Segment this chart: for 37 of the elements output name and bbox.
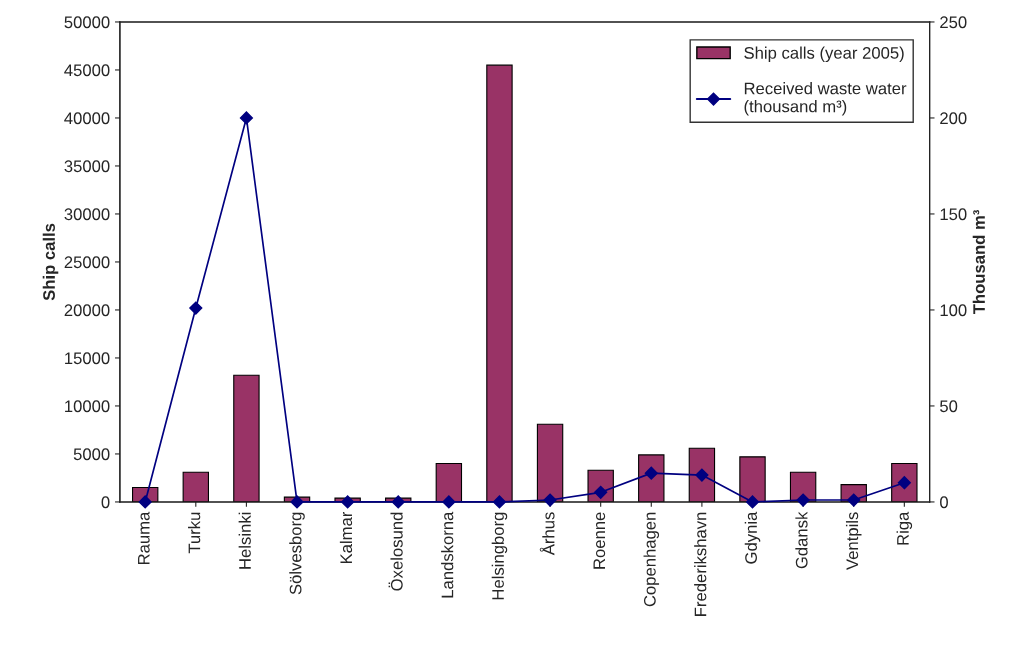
legend-label: Received waste water (thousand m³) <box>744 82 907 116</box>
y-tick-label: 0 <box>101 496 110 509</box>
x-tick-label: Rauma <box>138 511 150 565</box>
x-tick-label: Frederikshavn <box>694 512 707 616</box>
y-tick-label: 45000 <box>64 64 110 77</box>
x-tick-label: Öxelosund <box>388 512 403 591</box>
x-tick-label: Copenhagen <box>643 512 660 607</box>
x-tick-label: Helsingborg <box>491 512 508 600</box>
y-tick-label: 20000 <box>64 304 110 317</box>
y2-tick-label: 150 <box>940 208 967 221</box>
x-tick-label: Helsinki <box>238 512 251 569</box>
x-tick-label: Gdynia <box>744 511 761 564</box>
y-tick-label: 5000 <box>73 448 110 461</box>
x-tick-label: Landskorna <box>441 511 454 598</box>
x-tick-label: Gdansk <box>795 511 808 569</box>
x-tick-label: Sölvesborg <box>289 512 305 595</box>
y-tick-label: 35000 <box>64 160 110 173</box>
y2-tick-label: 0 <box>940 496 948 509</box>
x-tick-label: Riga <box>896 511 913 545</box>
y-tick-label: 15000 <box>65 352 110 365</box>
y2-tick-label: 200 <box>940 112 967 125</box>
y-tick-label: 40000 <box>64 112 110 125</box>
x-tick-label: Århus <box>539 512 555 556</box>
y-tick-label: 25000 <box>64 256 110 269</box>
x-tick-label: Roenne <box>593 512 606 569</box>
y-tick-label: 50000 <box>64 16 110 29</box>
x-tick-label: Kalmar <box>339 511 353 564</box>
legend-label: Ship calls (year 2005) <box>744 46 904 63</box>
y2-tick-label: 50 <box>940 400 958 413</box>
y-tick-label: 10000 <box>65 400 110 413</box>
y2-tick-label: 100 <box>940 304 967 317</box>
y2-axis-title: Thousand m³ <box>972 210 985 315</box>
x-tick-label: Ventpils <box>845 512 862 570</box>
y-tick-label: 30000 <box>64 208 110 221</box>
y2-tick-label: 250 <box>940 16 967 29</box>
y-axis-title: Ship calls <box>42 223 59 301</box>
x-tick-label: Turku <box>188 512 201 554</box>
